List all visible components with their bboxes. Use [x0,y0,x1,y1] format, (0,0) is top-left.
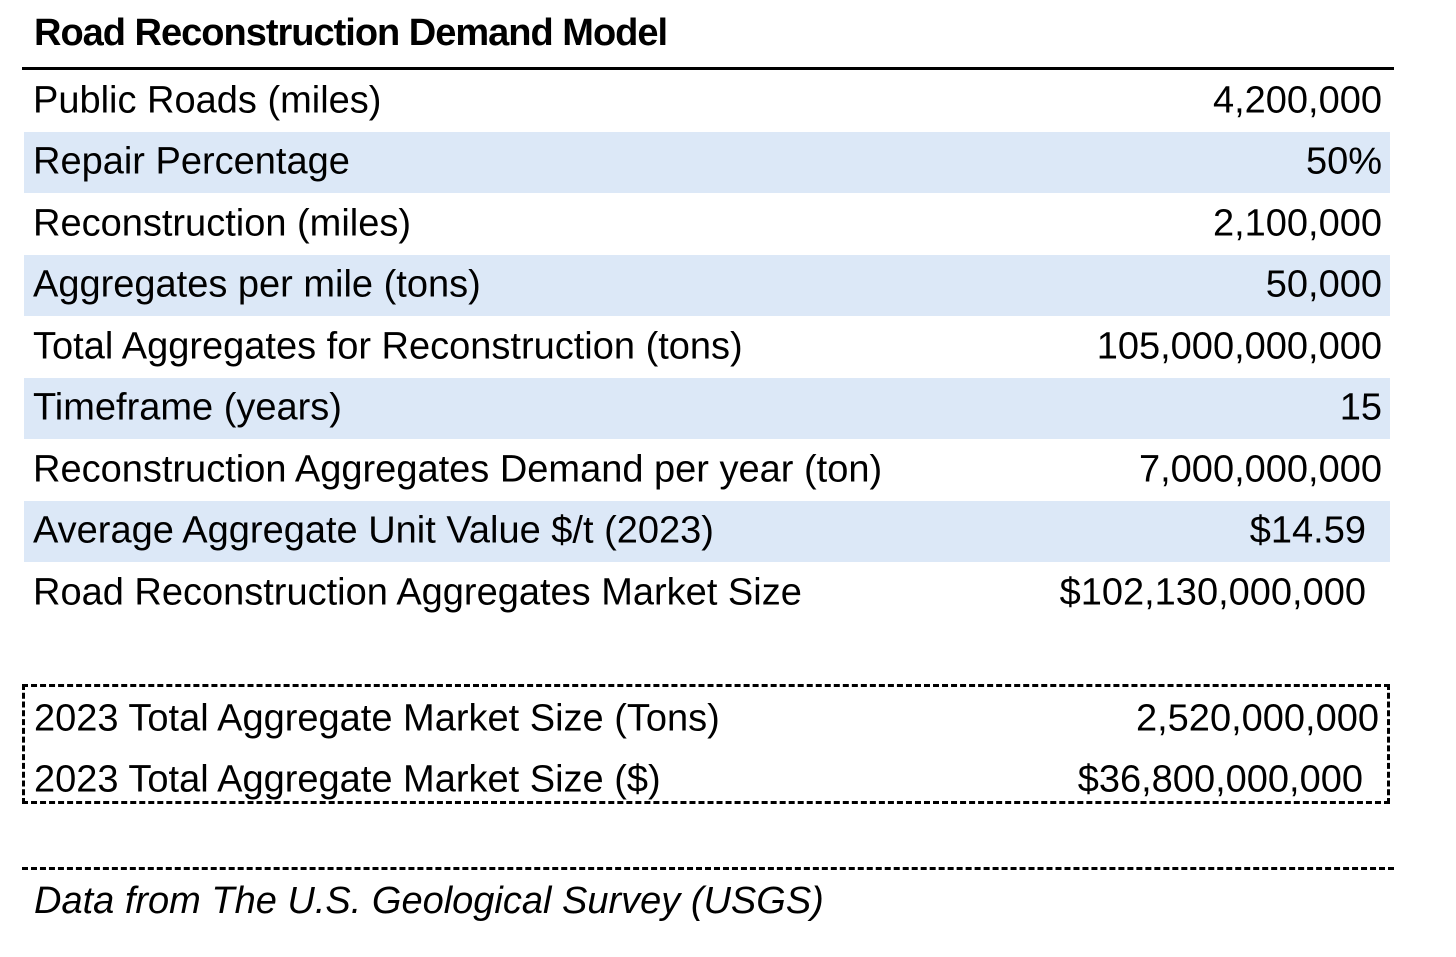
source-note: Data from The U.S. Geological Survey (US… [34,880,824,922]
table-row-aggregates-per-mile: Aggregates per mile (tons) 50,000 [24,254,1390,316]
row-value: $102,130,000,000 [1059,571,1366,614]
row-value: $14.59 [1249,509,1366,552]
row-value: 2,520,000,000 [1135,697,1379,740]
row-value: 105,000,000,000 [1096,325,1382,368]
row-value: 7,000,000,000 [1138,448,1382,491]
table-row-timeframe: Timeframe (years) 15 [24,377,1390,439]
table-row-unit-value: Average Aggregate Unit Value $/t (2023) … [24,500,1390,562]
table-row-demand-per-year: Reconstruction Aggregates Demand per yea… [24,439,1390,501]
demand-model-table: Public Roads (miles) 4,200,000 Repair Pe… [24,70,1390,624]
total-market-box: 2023 Total Aggregate Market Size (Tons) … [22,684,1390,804]
table-title: Road Reconstruction Demand Model [34,12,668,54]
row-label: Aggregates per mile (tons) [33,263,481,306]
row-value: 50,000 [1265,263,1382,306]
table-row-public-roads: Public Roads (miles) 4,200,000 [24,70,1390,132]
table-row-repair-percentage: Repair Percentage 50% [24,131,1390,193]
row-value: $36,800,000,000 [1077,758,1363,801]
row-label: Reconstruction (miles) [33,202,411,245]
row-label: Reconstruction Aggregates Demand per yea… [33,448,883,491]
row-label: Average Aggregate Unit Value $/t (2023) [33,509,714,552]
row-label: Timeframe (years) [33,386,342,429]
row-label: Repair Percentage [33,140,350,183]
row-label: 2023 Total Aggregate Market Size (Tons) [34,697,720,740]
table-row-market-size: Road Reconstruction Aggregates Market Si… [24,562,1390,624]
title-underline [22,67,1394,70]
row-label: Road Reconstruction Aggregates Market Si… [33,571,802,614]
row-label: 2023 Total Aggregate Market Size ($) [34,758,661,801]
row-value: 50% [1305,140,1382,183]
source-divider [22,867,1394,870]
table-row-total-market-tons: 2023 Total Aggregate Market Size (Tons) … [25,689,1387,749]
row-value: 4,200,000 [1212,79,1382,122]
row-value: 15 [1339,386,1382,429]
row-value: 2,100,000 [1212,202,1382,245]
table-row-total-market-dollars: 2023 Total Aggregate Market Size ($) $36… [25,750,1387,810]
table-row-reconstruction-miles: Reconstruction (miles) 2,100,000 [24,193,1390,255]
row-label: Public Roads (miles) [33,79,382,122]
row-label: Total Aggregates for Reconstruction (ton… [33,325,743,368]
table-row-total-aggregates: Total Aggregates for Reconstruction (ton… [24,316,1390,378]
